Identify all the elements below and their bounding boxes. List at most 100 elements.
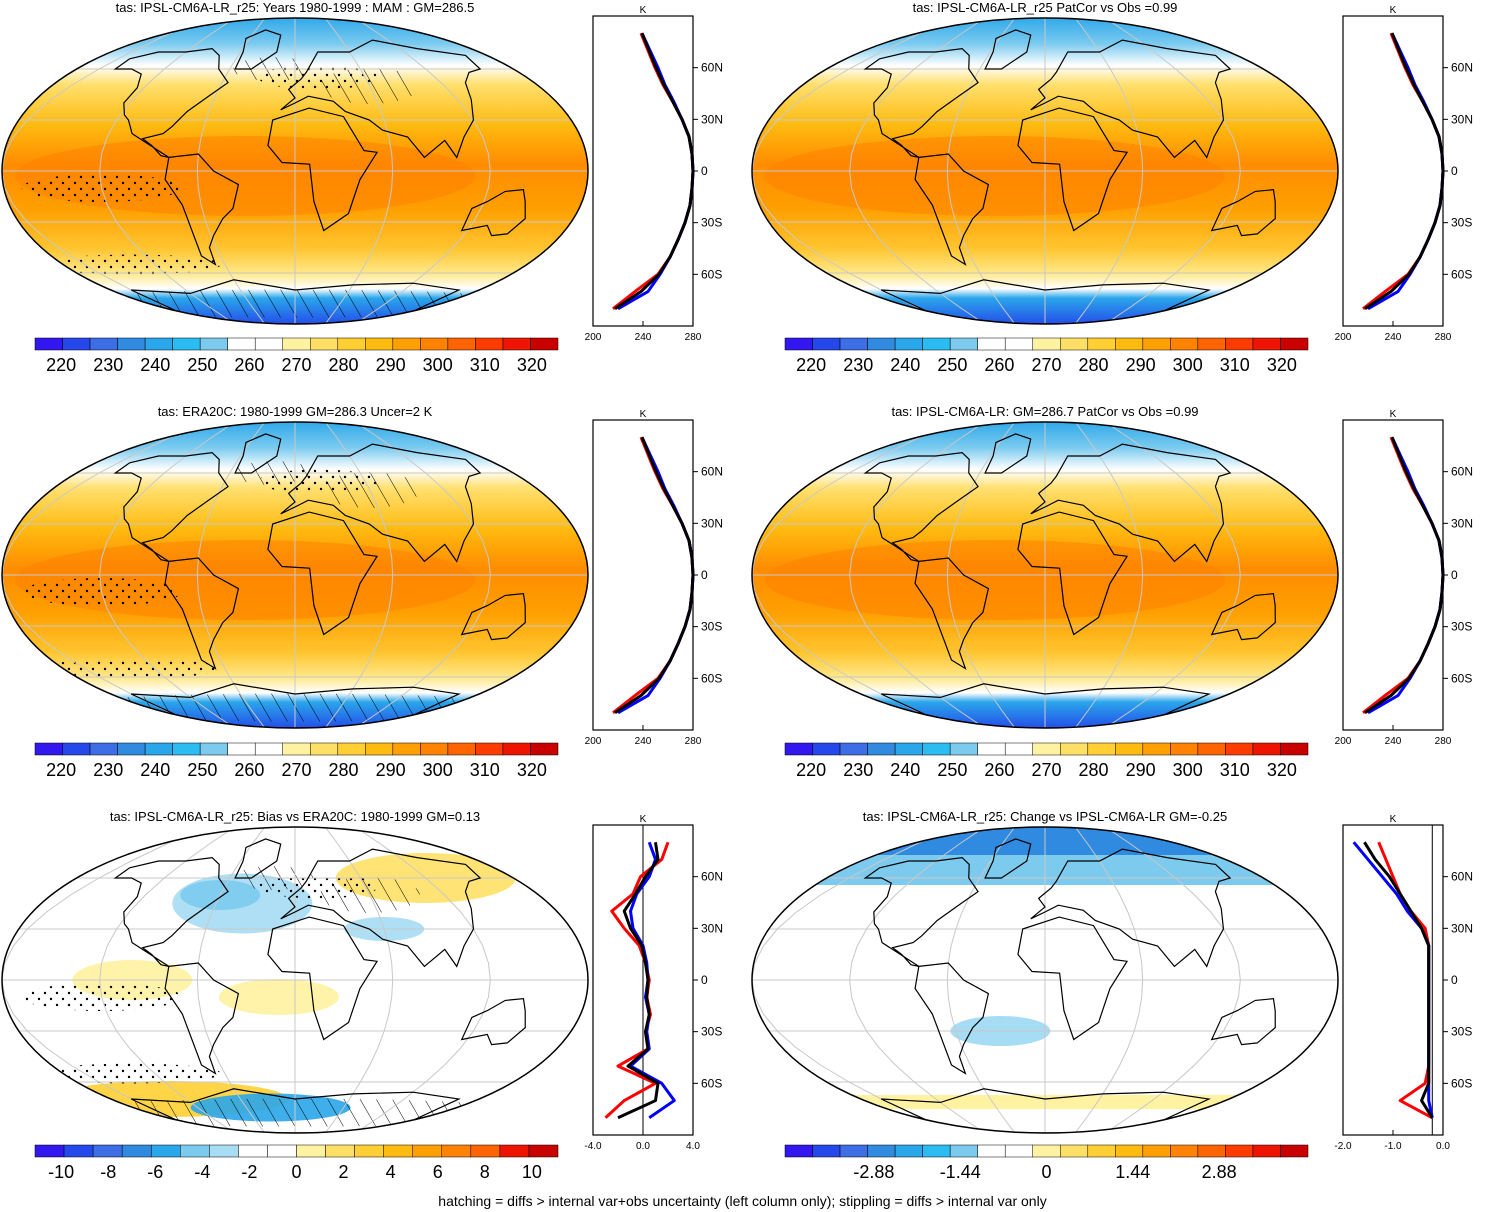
colorbar-swatch <box>784 1144 813 1158</box>
colorbar-2: 220 230 240 250 260 270 280 290 300 310 320 <box>784 337 1309 375</box>
colorbar-tick-label: 300 <box>1173 355 1203 375</box>
colorbar-swatch <box>144 742 173 756</box>
coastline <box>130 683 461 728</box>
profile-line-obs <box>617 32 695 311</box>
colorbar-swatch <box>839 337 868 351</box>
lat-tick-label: 60S <box>1451 267 1472 281</box>
x-tick-label: 280 <box>1435 332 1452 343</box>
colorbar-swatch <box>977 742 1006 756</box>
longitude-gridline <box>1105 827 1241 1133</box>
colorbar-swatch <box>282 742 311 756</box>
colorbar-tick-label: 250 <box>187 760 217 780</box>
colorbar-swatch <box>447 742 476 756</box>
coastline <box>1030 443 1232 563</box>
colorbar-swatch <box>977 1144 1006 1158</box>
colorbar-swatch <box>34 742 63 756</box>
map-panel-4: tas: IPSL-CM6A-LR: GM=286.7 PatCor vs Ob… <box>751 404 1339 729</box>
coastline <box>1017 107 1129 232</box>
profile-line-obs <box>617 436 695 715</box>
colorbar-swatch <box>949 742 978 756</box>
lat-tick-label: 30N <box>701 921 723 935</box>
colorbar-tick-label: 230 <box>93 355 123 375</box>
x-tick-label: -1.0 <box>1384 1141 1402 1152</box>
coastline <box>1030 39 1232 159</box>
colorbar-swatch <box>365 742 394 756</box>
colorbar-swatch <box>1142 742 1171 756</box>
colorbar-tick-label: 220 <box>46 760 76 780</box>
colorbar-tick-label: 300 <box>1173 760 1203 780</box>
colorbar-swatch <box>296 1144 326 1158</box>
colorbar-swatch <box>1032 337 1061 351</box>
colorbar-swatch <box>1197 742 1226 756</box>
profile-line-mean <box>1363 841 1434 1119</box>
colorbar-swatch <box>1115 1144 1144 1158</box>
colorbar-tick-label: -2.88 <box>853 1162 894 1182</box>
coastline <box>164 962 240 1075</box>
colorbar-tick-label: 240 <box>890 355 920 375</box>
colorbar-swatch <box>1280 742 1309 756</box>
longitude-gridline <box>1074 422 1144 728</box>
colorbar-tick-label: 290 <box>376 760 406 780</box>
colorbar-swatch <box>470 1144 501 1158</box>
colorbar-tick-label: 0 <box>1041 1162 1051 1182</box>
coastline <box>984 838 1032 879</box>
coastline <box>863 451 979 562</box>
colorbar-tick-label: 4 <box>386 1162 396 1182</box>
lat-tick-label: 30N <box>1451 516 1473 530</box>
colorbar-tick-label: 290 <box>1126 355 1156 375</box>
coastline <box>267 107 379 232</box>
longitude-gridline <box>196 422 266 728</box>
colorbar-tick-label: 320 <box>1267 760 1297 780</box>
map-outline <box>1 17 589 325</box>
colorbar-swatch <box>1170 337 1199 351</box>
longitude-gridline <box>752 18 955 324</box>
longitude-gridline <box>849 18 985 324</box>
colorbar-swatch <box>227 742 256 756</box>
lat-tick-label: 30S <box>701 1025 722 1039</box>
lat-tick-label: 30S <box>701 216 722 230</box>
colorbar-swatch <box>34 337 63 351</box>
longitude-gridline <box>324 827 394 1133</box>
colorbar-swatch <box>499 1144 530 1158</box>
profile-unit-label: K <box>640 5 647 16</box>
coastline <box>234 433 282 474</box>
colorbar-tick-label: 10 <box>522 1162 542 1182</box>
coastline <box>1210 998 1276 1046</box>
colorbar-tick-label: -10 <box>48 1162 74 1182</box>
coastline <box>234 29 282 70</box>
coastline <box>130 279 461 324</box>
x-tick-label: 200 <box>1335 736 1352 747</box>
stippling-region <box>41 1063 222 1084</box>
colorbar-swatch <box>1280 1144 1309 1158</box>
x-tick-label: 240 <box>1385 332 1402 343</box>
profile-line-model <box>604 841 670 1119</box>
lat-tick-label: 60S <box>701 267 722 281</box>
colorbar-swatch <box>530 337 559 351</box>
profile-line-mean <box>1364 32 1445 311</box>
longitude-gridline <box>1105 18 1241 324</box>
x-tick-label: 200 <box>1335 332 1352 343</box>
colorbar-tick-label: 310 <box>1220 355 1250 375</box>
colorbar-swatch <box>894 337 923 351</box>
zonal-profile-2: 60N 30N 0 30S 60S 200 240 280 K <box>1335 5 1473 343</box>
colorbar-tick-label: 260 <box>234 355 264 375</box>
coastline <box>863 47 979 158</box>
profile-line-mean <box>1364 436 1445 715</box>
x-tick-label: -4.0 <box>584 1141 602 1152</box>
colorbar-swatch <box>1032 742 1061 756</box>
colorbar-swatch <box>1087 1144 1116 1158</box>
colorbar-tick-label: -6 <box>147 1162 163 1182</box>
colorbar-tick-label: 270 <box>281 760 311 780</box>
x-tick-label: 280 <box>685 332 702 343</box>
colorbar-tick-label: 230 <box>843 760 873 780</box>
colorbar-tick-label: 220 <box>796 355 826 375</box>
zonal-profile-5: 60N 30N 0 30S 60S -4.0 0.0 4.0 K <box>584 814 723 1152</box>
colorbar-tick-label: 270 <box>1031 760 1061 780</box>
coastline <box>280 39 482 159</box>
longitude-gridline <box>196 18 266 324</box>
colorbar-swatch <box>89 337 118 351</box>
coastline <box>164 153 240 266</box>
colorbar-swatch <box>172 742 201 756</box>
lat-tick-label: 60S <box>701 1076 722 1090</box>
longitude-gridline <box>1105 422 1241 728</box>
